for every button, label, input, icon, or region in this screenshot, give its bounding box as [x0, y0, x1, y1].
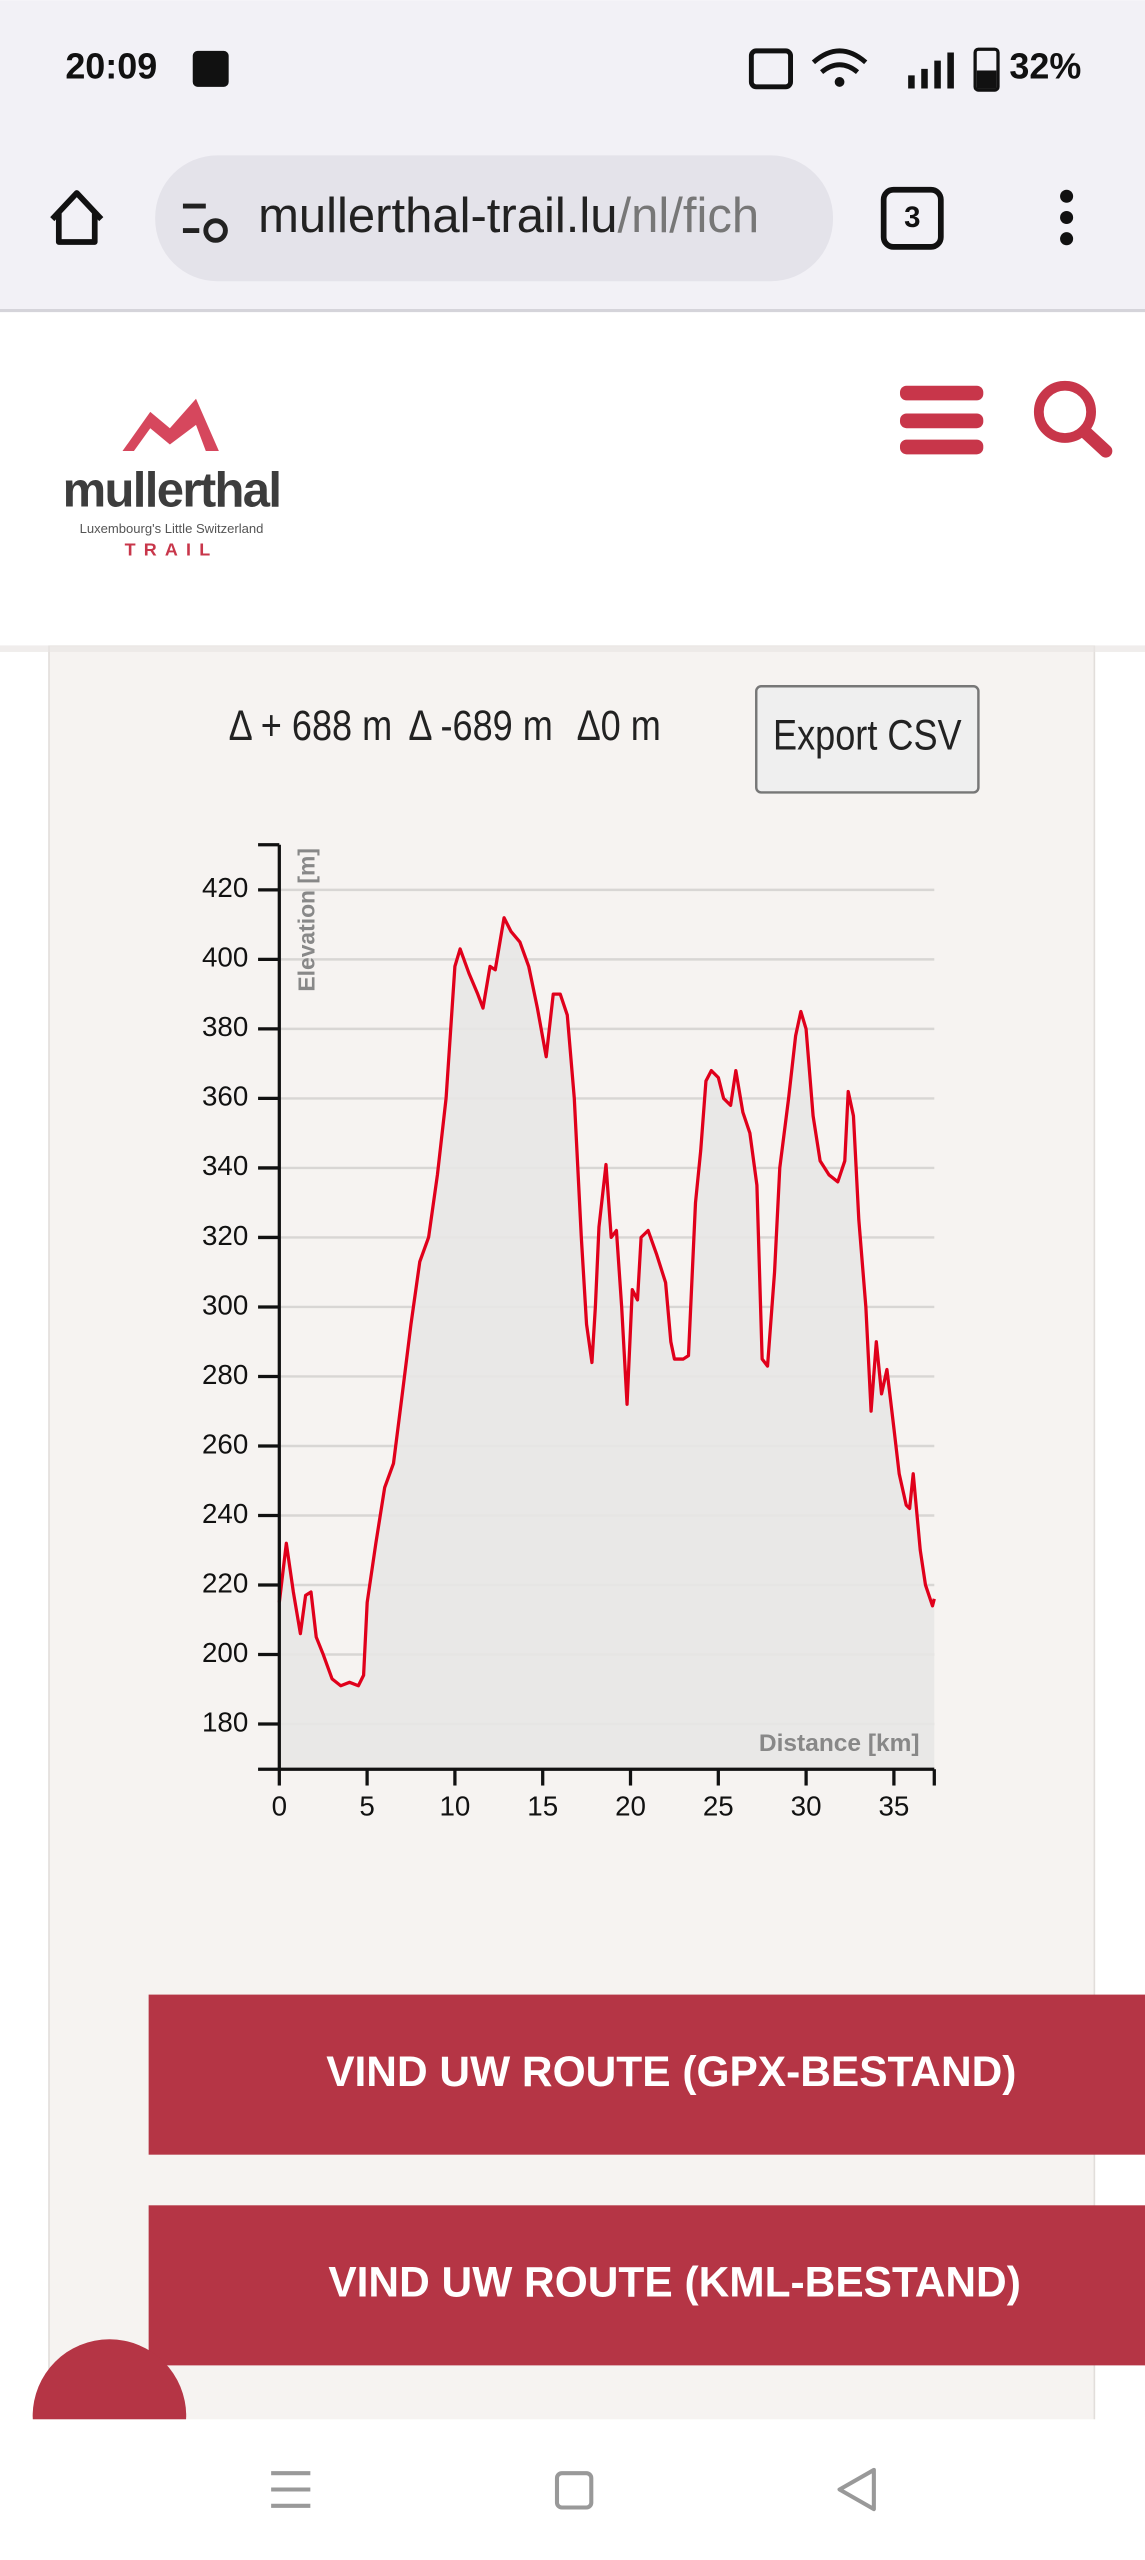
- y-tick-label: 380: [202, 1011, 248, 1042]
- logo-name[interactable]: mullerthal: [63, 463, 282, 517]
- y-tick-label: 180: [202, 1706, 248, 1737]
- battery-text: 32%: [1009, 45, 1081, 86]
- logo-tagline: Luxembourg's Little Switzerland: [80, 521, 264, 536]
- kml-button-label: VIND UW ROUTE (KML-BESTAND): [328, 2259, 1021, 2306]
- y-axis-title: Elevation [m]: [294, 848, 320, 992]
- site-header: [0, 312, 1145, 646]
- header-shadow: [0, 645, 1145, 652]
- y-tick-label: 220: [202, 1567, 248, 1598]
- x-tick-label: 10: [439, 1791, 470, 1822]
- url-host: mullerthal-trail.lu: [258, 189, 617, 243]
- y-tick-label: 360: [202, 1081, 248, 1112]
- signal-icon: [908, 52, 954, 89]
- x-tick-label: 25: [703, 1791, 734, 1822]
- x-tick-label: 5: [359, 1791, 374, 1822]
- x-tick-label: 0: [272, 1791, 287, 1822]
- home-button[interactable]: [50, 190, 104, 245]
- x-tick-label: 35: [878, 1791, 909, 1822]
- nav-home[interactable]: [554, 2471, 594, 2510]
- ascent: Δ + 688 m: [229, 702, 393, 749]
- y-tick-label: 200: [202, 1637, 248, 1668]
- battery-icon: [973, 47, 1000, 92]
- notification-icon: [192, 50, 229, 87]
- export-csv-label: Export CSV: [773, 712, 962, 759]
- search-button[interactable]: [1033, 380, 1113, 458]
- menu-button[interactable]: [1060, 189, 1074, 246]
- x-tick-label: 15: [527, 1791, 558, 1822]
- logo-mark[interactable]: [122, 398, 219, 452]
- elevation-line: [277, 916, 936, 1688]
- y-tick-label: 300: [202, 1289, 248, 1320]
- gpx-button[interactable]: [148, 1994, 1145, 2155]
- status-time: 20:09: [65, 45, 157, 86]
- x-tick-label: 20: [615, 1791, 646, 1822]
- nfc-icon: [748, 48, 794, 90]
- elevation-chart: 180 200 220 240 260 280 300 320 340 360 380 400 420 0…: [202, 843, 936, 1822]
- export-csv-button[interactable]: [755, 685, 980, 794]
- descent: Δ -689 m: [408, 702, 552, 749]
- x-axis-title: Distance [km]: [759, 1730, 920, 1757]
- y-tick-label: 320: [202, 1220, 248, 1251]
- url-fade: [833, 155, 883, 282]
- y-tick-label: 420: [202, 872, 248, 903]
- wifi-dot: [834, 77, 845, 87]
- x-tick-label: 30: [791, 1791, 822, 1822]
- logo-trail: TRAIL: [125, 539, 219, 559]
- nav-bar: [0, 2419, 1145, 2560]
- url-path: /nl/fich: [618, 189, 760, 243]
- kml-button[interactable]: [148, 2205, 1145, 2366]
- y-tick-label: 400: [202, 942, 248, 973]
- tab-count: 3: [904, 201, 920, 234]
- site-settings-knob: [203, 218, 228, 243]
- y-tick-label: 280: [202, 1359, 248, 1390]
- hamburger-menu[interactable]: [899, 385, 984, 455]
- y-tick-label: 240: [202, 1498, 248, 1529]
- site-settings-icon[interactable]: [182, 203, 206, 234]
- nav-recents[interactable]: [271, 2471, 311, 2508]
- y-tick-label: 260: [202, 1428, 248, 1459]
- url-text: mullerthal-trail.lu/nl/fich: [258, 189, 759, 243]
- nav-back[interactable]: [837, 2467, 876, 2512]
- wifi-icon: [811, 48, 868, 75]
- y-tick-label: 340: [202, 1150, 248, 1181]
- net-change: Δ0 m: [577, 702, 661, 749]
- gpx-button-label: VIND UW ROUTE (GPX-BESTAND): [326, 2048, 1016, 2095]
- url-bar[interactable]: [155, 155, 834, 282]
- battery-level: [976, 70, 997, 89]
- tabs-button[interactable]: [880, 186, 944, 250]
